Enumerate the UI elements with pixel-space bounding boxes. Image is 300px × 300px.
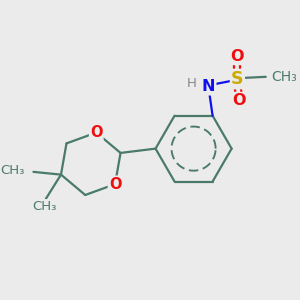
Text: O: O [231, 49, 244, 64]
Text: O: O [90, 125, 103, 140]
Text: CH₃: CH₃ [32, 200, 57, 213]
Text: N: N [202, 79, 215, 94]
Text: O: O [109, 177, 121, 192]
Text: CH₃: CH₃ [0, 164, 25, 177]
Text: O: O [232, 93, 245, 108]
Text: CH₃: CH₃ [271, 70, 297, 84]
Text: S: S [231, 70, 244, 88]
Text: H: H [186, 77, 196, 90]
